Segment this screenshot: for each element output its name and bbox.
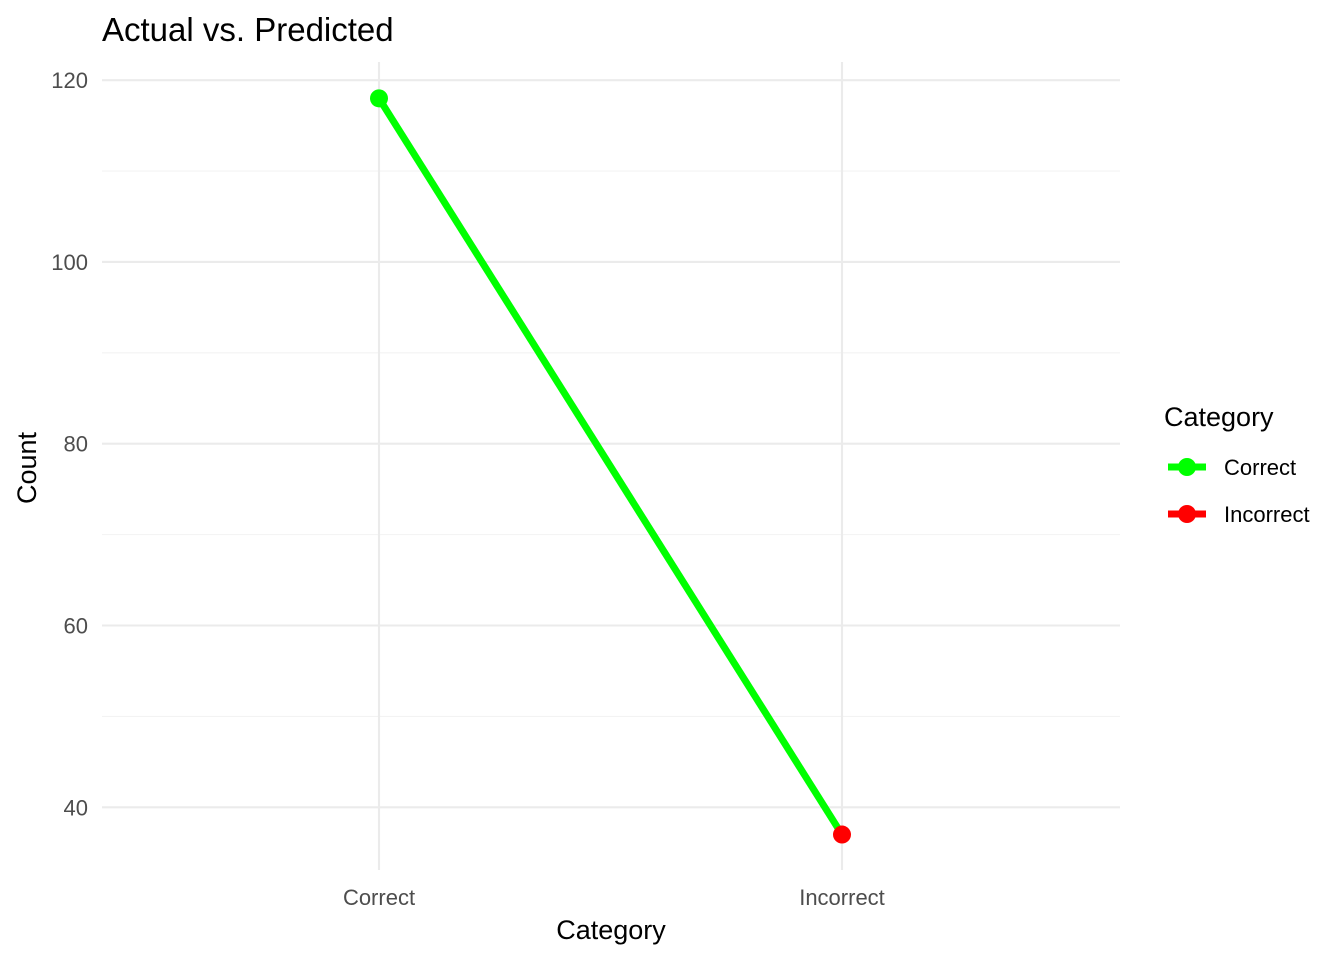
y-tick-label: 100 (51, 250, 88, 275)
series (370, 89, 851, 844)
data-point (370, 89, 388, 108)
y-tick-label: 40 (64, 795, 88, 820)
legend-items: Correct Incorrect (1168, 455, 1310, 527)
legend-label: Incorrect (1224, 502, 1310, 527)
grid (102, 62, 1120, 870)
y-axis-title: Count (12, 431, 42, 504)
series-line (376, 96, 845, 837)
y-axis-ticks: 40 60 80 100 120 (51, 68, 88, 820)
data-point (833, 825, 851, 844)
chart-title: Actual vs. Predicted (102, 11, 394, 48)
y-tick-label: 80 (64, 432, 88, 457)
x-axis-title: Category (556, 915, 666, 945)
x-tick-label: Incorrect (799, 885, 885, 910)
legend-swatch-point (1178, 505, 1196, 523)
x-tick-label: Correct (343, 885, 415, 910)
x-axis-ticks: Correct Incorrect (343, 885, 885, 910)
y-tick-label: 120 (51, 68, 88, 93)
legend-title: Category (1164, 402, 1274, 432)
legend-swatch-point (1178, 458, 1196, 476)
legend-label: Correct (1224, 455, 1296, 480)
y-tick-label: 60 (64, 614, 88, 639)
legend: Category Correct Incorrect (1164, 402, 1310, 527)
